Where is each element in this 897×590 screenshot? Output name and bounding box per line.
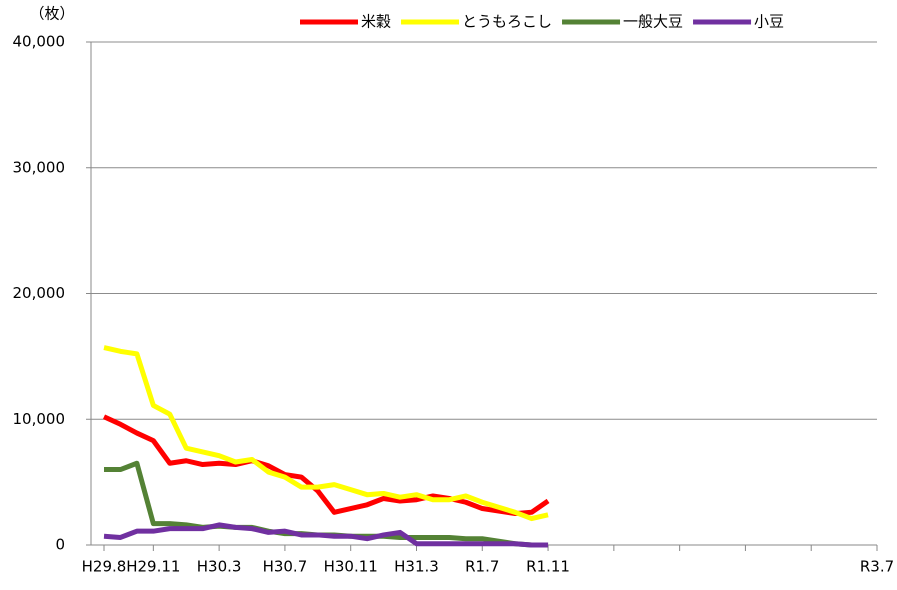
x-tick-label: H30.11 bbox=[324, 558, 378, 576]
y-tick-label: 0 bbox=[55, 536, 65, 554]
x-tick-label: R1.7 bbox=[465, 558, 499, 576]
x-tick-label: R3.7 bbox=[860, 558, 894, 576]
y-axis-label: （枚） bbox=[29, 5, 74, 23]
y-tick-label: 10,000 bbox=[13, 410, 66, 428]
x-tick-label: H30.3 bbox=[197, 558, 242, 576]
y-tick-label: 30,000 bbox=[13, 158, 66, 176]
series-line bbox=[102, 414, 550, 517]
x-tick-label: H29.11 bbox=[126, 558, 180, 576]
x-tick-label: H30.7 bbox=[263, 558, 308, 576]
x-tick-label: R1.11 bbox=[526, 558, 570, 576]
x-tick-label: H29.8 bbox=[82, 558, 127, 576]
x-tick-label: H31.3 bbox=[394, 558, 439, 576]
legend-label: とうもろこし bbox=[462, 13, 552, 31]
legend-label: 小豆 bbox=[754, 13, 784, 31]
y-tick-label: 40,000 bbox=[13, 33, 66, 51]
y-tick-label: 20,000 bbox=[13, 284, 66, 302]
series-line bbox=[103, 522, 549, 548]
legend-label: 一般大豆 bbox=[623, 13, 683, 31]
legend-label: 米穀 bbox=[361, 13, 391, 31]
series-line bbox=[103, 345, 549, 522]
